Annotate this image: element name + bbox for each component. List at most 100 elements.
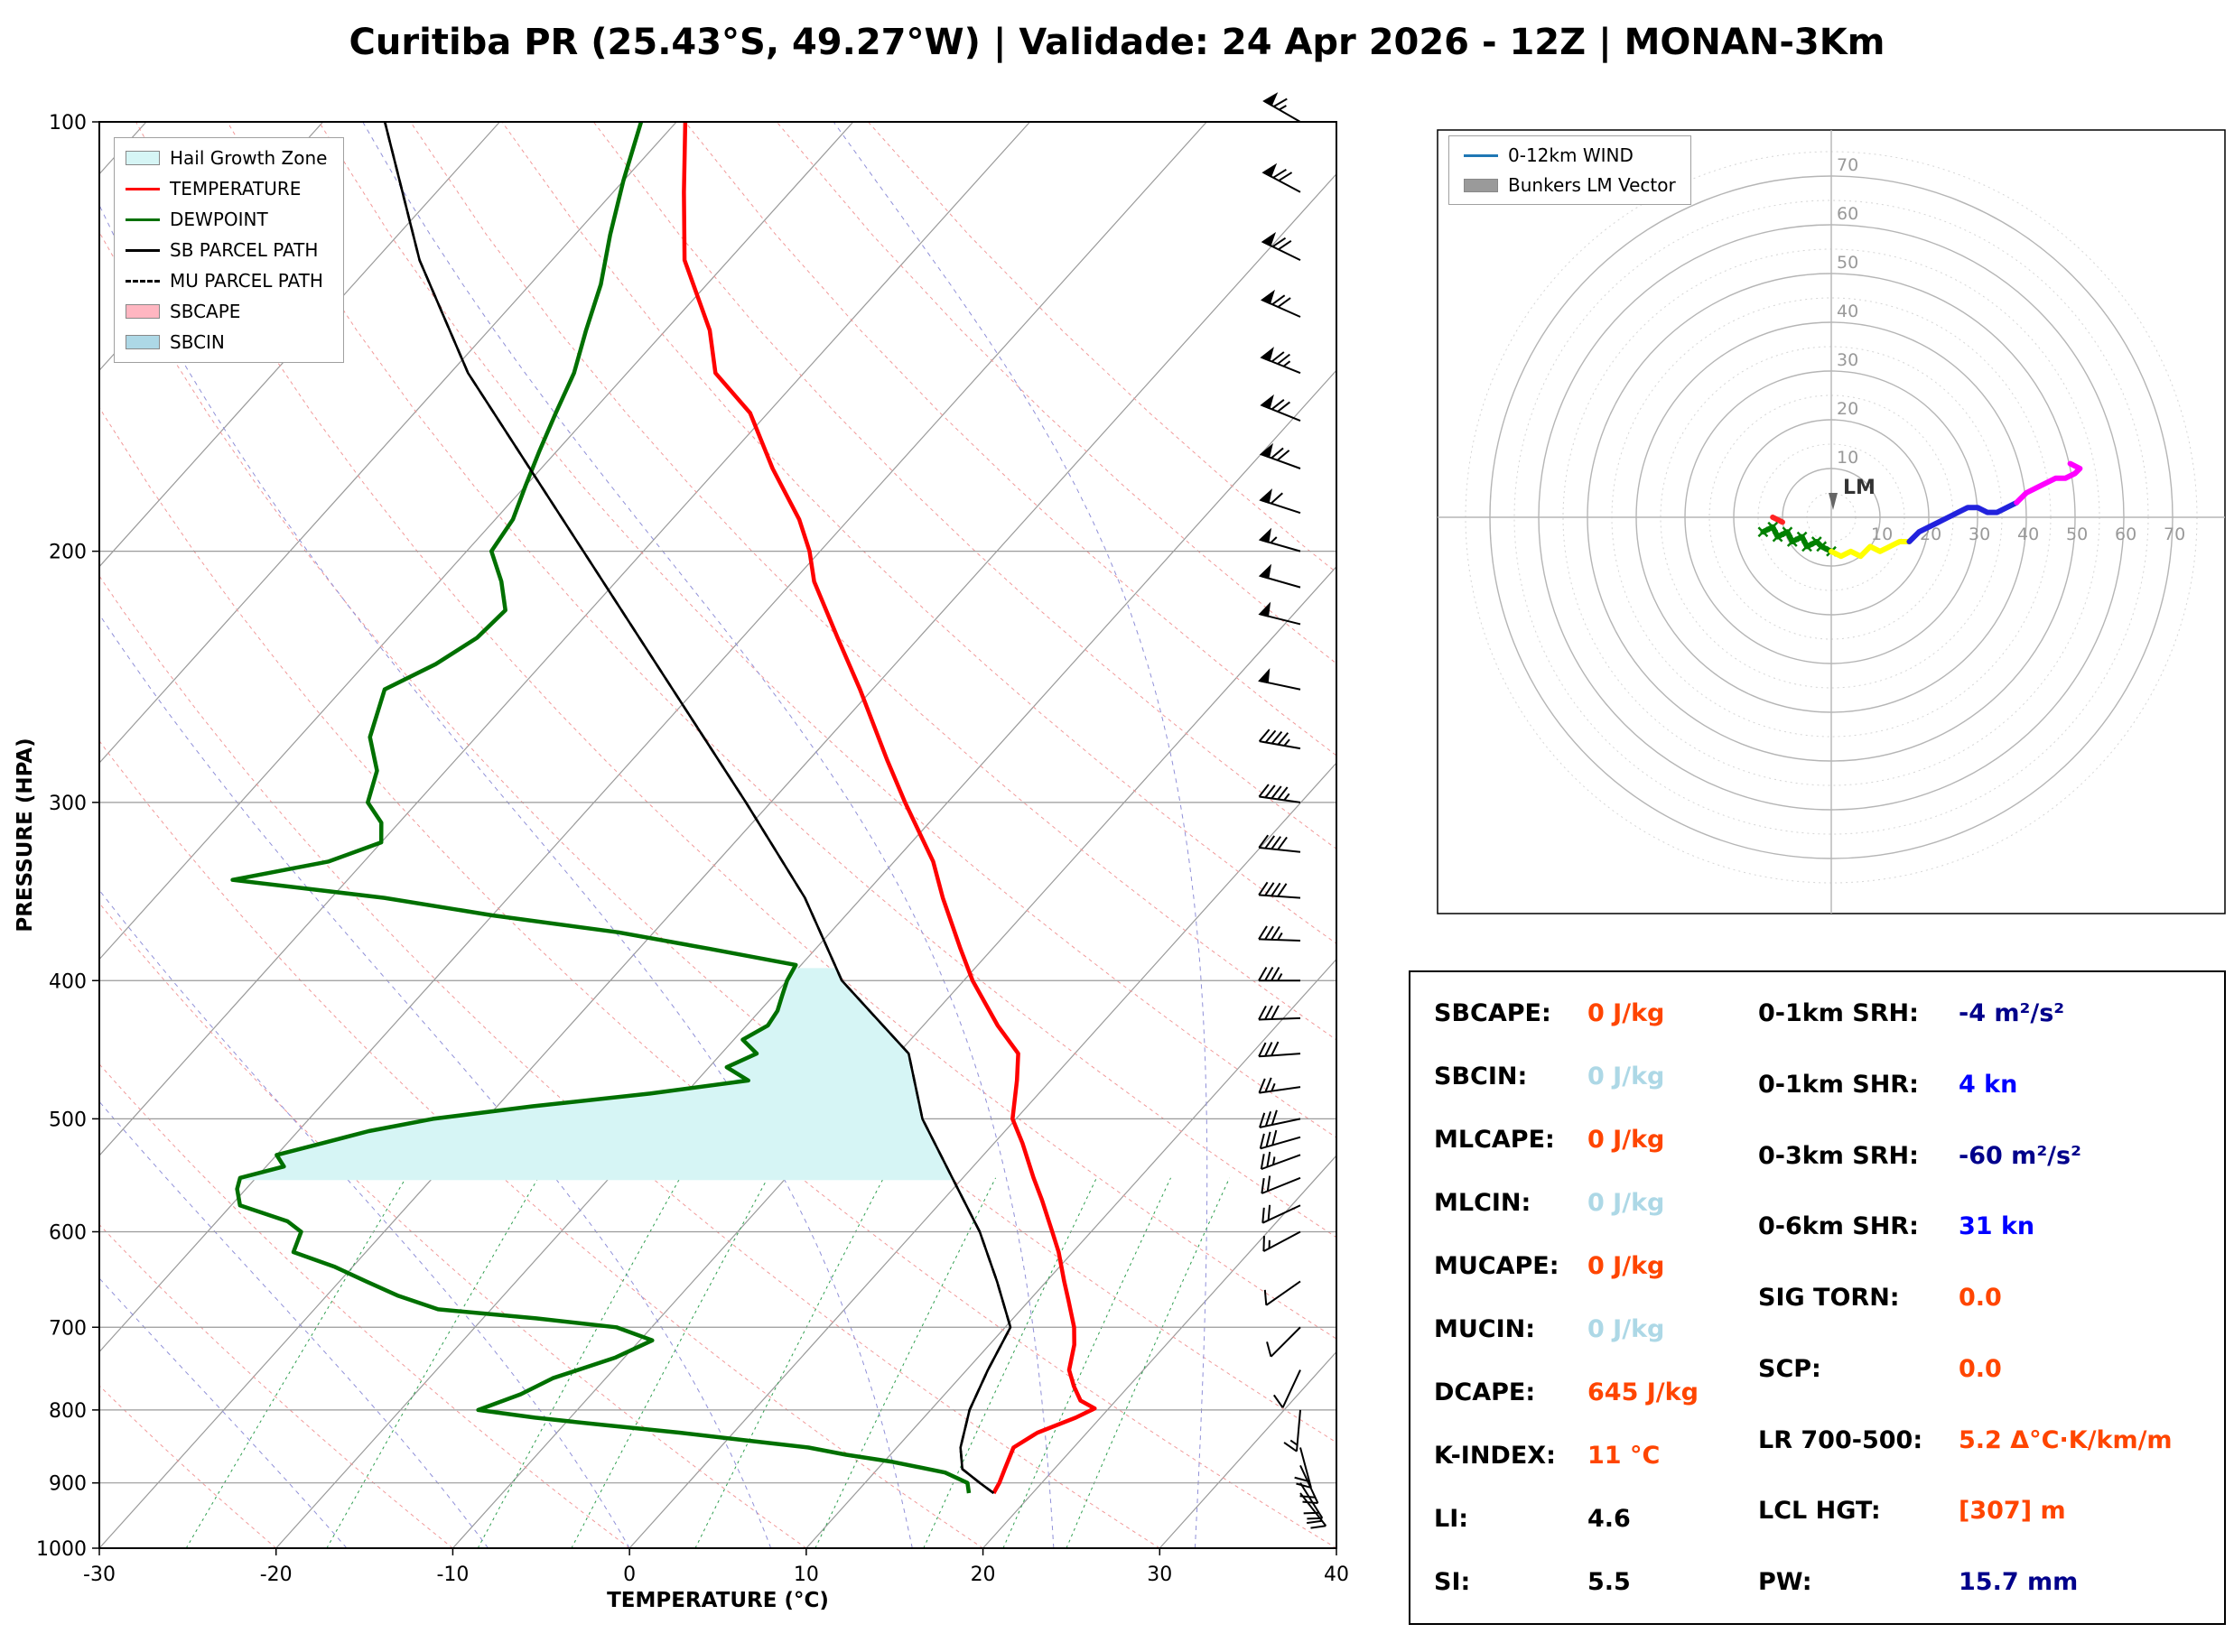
- legend-item: SB PARCEL PATH: [126, 239, 327, 261]
- index-label: MLCAPE:: [1434, 1126, 1555, 1154]
- index-value: -60 m²/s²: [1959, 1141, 2081, 1170]
- index-value: 0.0: [1959, 1284, 2002, 1312]
- index-row: SBCIN: 0 J/kg: [1434, 1063, 1758, 1091]
- index-row: 0-3km SRH: -60 m²/s²: [1758, 1142, 2215, 1170]
- legend-patch-swatch: [1464, 178, 1498, 192]
- index-value: 5.5: [1587, 1568, 1631, 1596]
- svg-text:30: 30: [1147, 1564, 1172, 1586]
- index-label: DCAPE:: [1434, 1378, 1536, 1406]
- svg-text:-20: -20: [260, 1564, 293, 1586]
- index-value: 0 J/kg: [1587, 1252, 1665, 1280]
- index-label: 0-1km SRH:: [1758, 999, 1919, 1027]
- hodograph-trace-segment-0: [1770, 515, 1785, 525]
- legend-line-swatch: [126, 218, 160, 221]
- index-value: -4 m²/s²: [1959, 999, 2065, 1027]
- indices-left-column: SBCAPE: 0 J/kg SBCIN: 0 J/kg MLCAPE: 0 J/kg ML…: [1410, 972, 1758, 1623]
- temperature-curve: [682, 122, 1097, 1495]
- legend-line-swatch: [126, 248, 160, 252]
- legend-item: DEWPOINT: [126, 209, 327, 230]
- index-row: MUCAPE: 0 J/kg: [1434, 1252, 1758, 1280]
- index-label: 0-3km SRH:: [1758, 1141, 1919, 1170]
- svg-text:1000: 1000: [36, 1538, 87, 1561]
- legend-item: Hail Growth Zone: [126, 147, 327, 169]
- svg-text:100: 100: [49, 112, 87, 135]
- svg-text:40: 40: [2017, 524, 2039, 544]
- svg-text:900: 900: [49, 1473, 87, 1496]
- index-row: DCAPE: 645 J/kg: [1434, 1378, 1758, 1406]
- index-row: PW: 15.7 mm: [1758, 1568, 2215, 1596]
- svg-text:20: 20: [971, 1564, 996, 1586]
- index-value: 15.7 mm: [1959, 1568, 2079, 1596]
- page-title: Curitiba PR (25.43°S, 49.27°W) | Validad…: [349, 22, 1885, 63]
- index-row: MLCAPE: 0 J/kg: [1434, 1126, 1758, 1154]
- svg-text:10: 10: [1837, 448, 1858, 468]
- svg-text:60: 60: [2115, 524, 2136, 544]
- indices-right-column: 0-1km SRH: -4 m²/s² 0-1km SHR: 4 kn 0-3km SR…: [1758, 972, 2224, 1623]
- svg-text:400: 400: [49, 970, 87, 993]
- svg-text:500: 500: [49, 1109, 87, 1131]
- index-row: 0-6km SHR: 31 kn: [1758, 1212, 2215, 1240]
- mu-parcel-path-curve: [383, 122, 1012, 1495]
- index-value: 5.2 Δ°C·K/km/m: [1959, 1425, 2173, 1454]
- svg-text:40: 40: [1324, 1564, 1349, 1586]
- index-row: 0-1km SRH: -4 m²/s²: [1758, 999, 2215, 1027]
- index-value: 0 J/kg: [1587, 1063, 1665, 1091]
- index-row: MLCIN: 0 J/kg: [1434, 1189, 1758, 1217]
- skewt-y-axis-label: PRESSURE (HPA): [14, 738, 37, 933]
- index-row: SIG TORN: 0.0: [1758, 1284, 2215, 1312]
- dewpoint-curve: [230, 122, 972, 1494]
- svg-text:20: 20: [1837, 399, 1858, 419]
- hail-growth-zone: [239, 968, 954, 1181]
- legend-label: MU PARCEL PATH: [170, 270, 323, 292]
- index-label: SBCIN:: [1434, 1063, 1528, 1091]
- svg-text:700: 700: [49, 1317, 87, 1340]
- legend-label: 0-12km WIND: [1508, 144, 1634, 166]
- svg-text:30: 30: [1969, 524, 1990, 544]
- index-row: SCP: 0.0: [1758, 1355, 2215, 1383]
- legend-item: SBCAPE: [126, 301, 327, 322]
- svg-text:10: 10: [794, 1564, 819, 1586]
- svg-text:300: 300: [49, 793, 87, 815]
- svg-text:60: 60: [1837, 204, 1858, 224]
- legend-patch-swatch: [126, 151, 160, 165]
- svg-text:40: 40: [1837, 302, 1858, 321]
- svg-text:70: 70: [2164, 524, 2185, 544]
- legend-label: TEMPERATURE: [170, 178, 302, 200]
- legend-label: SBCIN: [170, 331, 225, 353]
- hodograph-trace-segment-3: [1906, 499, 2020, 544]
- legend-label: DEWPOINT: [170, 209, 268, 230]
- svg-text:-30: -30: [83, 1564, 116, 1586]
- indices-panel: SBCAPE: 0 J/kg SBCIN: 0 J/kg MLCAPE: 0 J/kg ML…: [1409, 970, 2226, 1625]
- legend-label: Hail Growth Zone: [170, 147, 328, 169]
- index-row: LCL HGT: [307] m: [1758, 1497, 2215, 1525]
- skewt-legend: Hail Growth Zone TEMPERATURE DEWPOINT SB PA…: [114, 137, 345, 363]
- index-value: 0 J/kg: [1587, 1315, 1665, 1343]
- index-label: SIG TORN:: [1758, 1284, 1900, 1312]
- svg-text:30: 30: [1837, 350, 1858, 370]
- index-label: LI:: [1434, 1505, 1469, 1533]
- index-label: SI:: [1434, 1568, 1471, 1596]
- skewt-curves: [230, 122, 1097, 1495]
- legend-line-swatch: [1464, 153, 1498, 157]
- legend-line-swatch: [126, 279, 160, 283]
- index-row: 0-1km SHR: 4 kn: [1758, 1071, 2215, 1099]
- lm-vector-marker: [1829, 493, 1838, 510]
- index-row: LR 700-500: 5.2 Δ°C·K/km/m: [1758, 1426, 2215, 1454]
- index-label: LCL HGT:: [1758, 1497, 1881, 1526]
- index-value: 0 J/kg: [1587, 1189, 1665, 1217]
- index-label: PW:: [1758, 1568, 1812, 1596]
- svg-text:10: 10: [1871, 524, 1893, 544]
- index-row: K-INDEX: 11 °C: [1434, 1442, 1758, 1470]
- legend-item: TEMPERATURE: [126, 178, 327, 200]
- index-value: 31 kn: [1959, 1212, 2035, 1241]
- skewt-x-axis-label: TEMPERATURE (°C): [607, 1589, 829, 1612]
- index-value: 645 J/kg: [1587, 1378, 1699, 1406]
- index-label: 0-1km SHR:: [1758, 1070, 1919, 1099]
- svg-text:0: 0: [623, 1564, 636, 1586]
- index-row: SBCAPE: 0 J/kg: [1434, 999, 1758, 1027]
- index-value: 4.6: [1587, 1505, 1631, 1533]
- index-label: MLCIN:: [1434, 1189, 1531, 1217]
